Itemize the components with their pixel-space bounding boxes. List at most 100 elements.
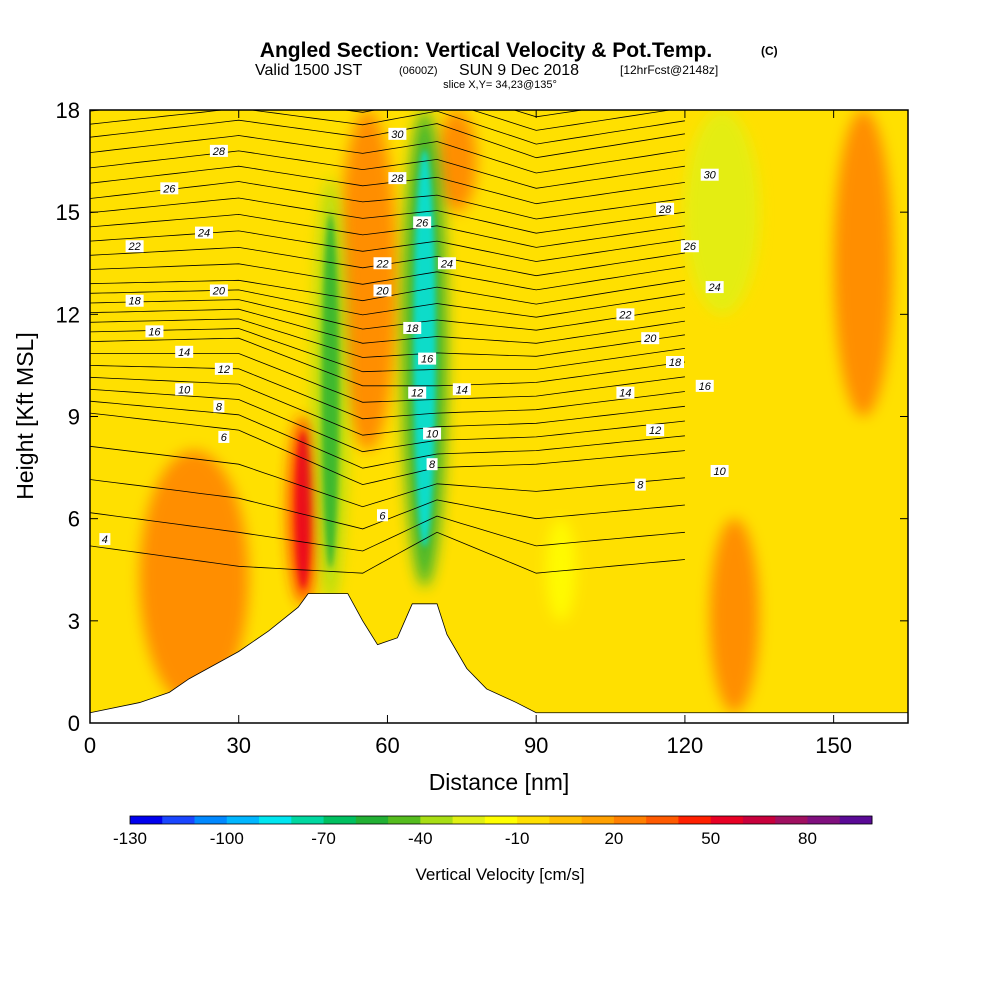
contour-label-text: 6 (221, 432, 228, 444)
colorbar-tick-label: 80 (798, 829, 817, 848)
x-tick-label: 30 (226, 733, 250, 758)
contour-label-text: 12 (411, 388, 423, 400)
x-tick-label: 150 (815, 733, 852, 758)
contour-label: 28 (656, 202, 675, 216)
isentrope (90, 337, 685, 387)
isentrope (90, 165, 685, 205)
contour-label-bg (413, 216, 432, 229)
contour-label-bg (175, 383, 194, 396)
contour-label: 20 (373, 284, 392, 297)
contour-label-text: 10 (713, 466, 726, 478)
contour-label: 18 (665, 356, 684, 369)
plot-area: 28 26 24 22 20 18 16 14 12 10 8 6 4 30 28 26 24 22 20 18 16 1… (90, 110, 908, 723)
contour-label-text: 22 (375, 258, 388, 270)
y-tick-label: 3 (68, 609, 80, 634)
isentrope (90, 412, 685, 486)
contour-label-bg (426, 458, 438, 471)
contour-label-bg (195, 226, 214, 239)
contour-label-bg (99, 533, 111, 546)
contour-label: 14 (616, 386, 635, 400)
contour-label-text: 18 (406, 323, 419, 335)
contour-label-bg (125, 240, 144, 253)
contour-label-text: 4 (102, 534, 108, 546)
contour-label: 4 (99, 533, 111, 546)
contour-label-text: 18 (669, 357, 682, 369)
contour-label-bg (705, 281, 724, 294)
contour-label-text: 14 (178, 347, 190, 359)
colorbar-label: Vertical Velocity [cm/s] (415, 865, 584, 884)
contour-label-bg (700, 168, 719, 181)
colorbar-swatch (710, 816, 744, 824)
contour-label-bg (388, 127, 407, 140)
y-tick-label: 9 (68, 405, 80, 430)
colorbar-tick-label: 50 (701, 829, 720, 848)
contour-label-bg (423, 427, 442, 440)
colorbar-tick-label: 20 (604, 829, 623, 848)
colorbar-swatch (259, 816, 292, 824)
contour-label: 16 (695, 379, 714, 393)
valid-utc: (0600Z) (399, 65, 438, 77)
contour-label-text: 14 (456, 384, 468, 396)
colorbar-swatch (226, 816, 260, 824)
contour-label-bg (656, 202, 675, 215)
contour-label-bg (388, 172, 407, 185)
y-tick-label: 6 (68, 507, 80, 532)
contour-label: 12 (408, 386, 427, 400)
title-mark: (C) (761, 44, 778, 58)
contour-label-bg (214, 362, 233, 375)
isentrope (90, 328, 685, 373)
contour-label-text: 14 (619, 388, 631, 400)
contour-label-bg (680, 240, 699, 253)
contour-labels: 28 26 24 22 20 18 16 14 12 10 8 6 4 30 28 26 24 22 20 18 16 1… (99, 127, 729, 546)
contour-label: 26 (160, 182, 179, 195)
contour-label-text: 30 (391, 129, 404, 141)
contour-label: 14 (175, 345, 194, 359)
contour-label-text: 10 (178, 384, 191, 396)
contour-label: 18 (403, 321, 422, 335)
contour-label: 12 (646, 424, 665, 437)
colorbar-swatch (839, 816, 873, 824)
valid-date: SUN 9 Dec 2018 (459, 62, 579, 79)
contour-label: 24 (195, 226, 214, 240)
terrain-profile (90, 593, 908, 723)
contour-label-bg (376, 509, 388, 522)
contour-label-bg (634, 478, 646, 491)
colorbar-swatch (517, 816, 550, 824)
contour-label-text: 6 (379, 510, 386, 522)
contour-label-text: 20 (643, 333, 657, 345)
isentrope (90, 150, 685, 189)
contour-label: 22 (373, 257, 392, 270)
contour-label: 22 (616, 308, 635, 321)
contour-label: 26 (680, 240, 699, 253)
contour-label-text: 16 (148, 326, 161, 338)
contour-label: 8 (426, 458, 438, 471)
contour-label-bg (710, 464, 729, 477)
colorbar-swatch (484, 816, 518, 824)
contour-label-bg (125, 294, 144, 307)
colorbar-swatch (162, 816, 196, 824)
contour-label-text: 10 (426, 429, 439, 441)
terrain (90, 593, 908, 723)
colorbar-tick-label: -70 (311, 829, 336, 848)
y-tick-label: 15 (56, 200, 80, 225)
colorbar-tick-label: -130 (113, 829, 147, 848)
contour-label: 30 (388, 127, 407, 141)
contour-label-bg (175, 345, 194, 358)
contour-label-text: 26 (683, 241, 697, 253)
contour-label-text: 28 (390, 173, 404, 185)
contour-label-text: 28 (658, 204, 672, 216)
slice-info: slice X,Y= 34,23@135° (443, 79, 557, 91)
colorbar-swatch (581, 816, 615, 824)
colorbar-swatch (420, 816, 454, 824)
isentrope (90, 197, 685, 234)
isentrope (90, 230, 685, 262)
y-axis: 0 3 6 9 12 15 18 (56, 98, 908, 736)
colorbar-swatch (742, 816, 776, 824)
contour-label-text: 20 (212, 285, 226, 297)
downdraft-core (321, 213, 340, 569)
contour-label-bg (616, 386, 635, 399)
colorbar-swatch (452, 816, 486, 824)
contour-label: 8 (213, 400, 225, 413)
downdraft-core (413, 149, 436, 548)
